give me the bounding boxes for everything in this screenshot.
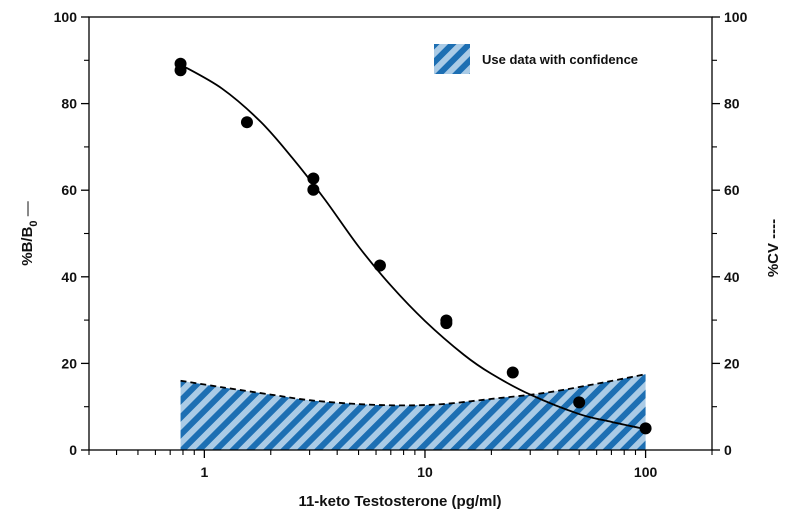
x-tick-label: 1 bbox=[200, 464, 208, 480]
left-axis-title-subscript: 0 bbox=[28, 220, 40, 226]
y-right-tick-label: 40 bbox=[724, 269, 740, 285]
left-axis-title: %B/B0 — bbox=[19, 201, 40, 265]
y-right-tick-label: 100 bbox=[724, 9, 748, 25]
legend-swatch bbox=[434, 44, 470, 74]
x-tick-label: 100 bbox=[634, 464, 658, 480]
y-right-tick-label: 20 bbox=[724, 355, 740, 371]
shaded-confidence-region bbox=[180, 374, 646, 450]
y-left-tick-label: 100 bbox=[54, 9, 78, 25]
x-tick-label: 10 bbox=[417, 464, 433, 480]
data-point bbox=[573, 396, 586, 409]
fit-curve-layer bbox=[180, 63, 646, 431]
right-axis-title: %CV ---- bbox=[765, 219, 782, 277]
left-axis-title-suffix: — bbox=[19, 201, 36, 220]
y-left-tick-label: 40 bbox=[61, 269, 77, 285]
left-axis-title-main: %B/B bbox=[19, 226, 36, 265]
data-point bbox=[506, 366, 519, 379]
y-left-tick-label: 0 bbox=[69, 442, 77, 458]
data-points-layer bbox=[174, 57, 652, 435]
data-point bbox=[307, 183, 320, 196]
cv-curve-layer bbox=[180, 373, 646, 407]
y-right-tick-label: 80 bbox=[724, 96, 740, 112]
legend-label: Use data with confidence bbox=[482, 52, 638, 67]
data-point bbox=[174, 64, 187, 77]
cv-shaded-area bbox=[180, 374, 646, 450]
y-left-tick-label: 60 bbox=[61, 182, 77, 198]
ticks-layer bbox=[81, 16, 720, 458]
data-point bbox=[240, 116, 253, 129]
data-point bbox=[639, 422, 652, 435]
y-right-tick-label: 0 bbox=[724, 442, 732, 458]
fit-curve-line bbox=[180, 63, 646, 431]
data-point bbox=[440, 317, 453, 330]
y-left-tick-label: 20 bbox=[61, 355, 77, 371]
cv-dashed-line bbox=[180, 373, 646, 407]
legend: Use data with confidence bbox=[434, 44, 638, 74]
tick-labels-layer: 0 0 20 20 40 40 60 60 80 80 100 100 1 10 100 bbox=[54, 9, 748, 480]
x-axis-title: 11-keto Testosterone (pg/ml) bbox=[298, 493, 501, 510]
data-point bbox=[307, 172, 320, 185]
y-left-tick-label: 80 bbox=[61, 96, 77, 112]
svg-text:%B/B0 —: %B/B0 — bbox=[19, 201, 40, 265]
y-right-tick-label: 60 bbox=[724, 182, 740, 198]
data-point bbox=[373, 259, 386, 272]
